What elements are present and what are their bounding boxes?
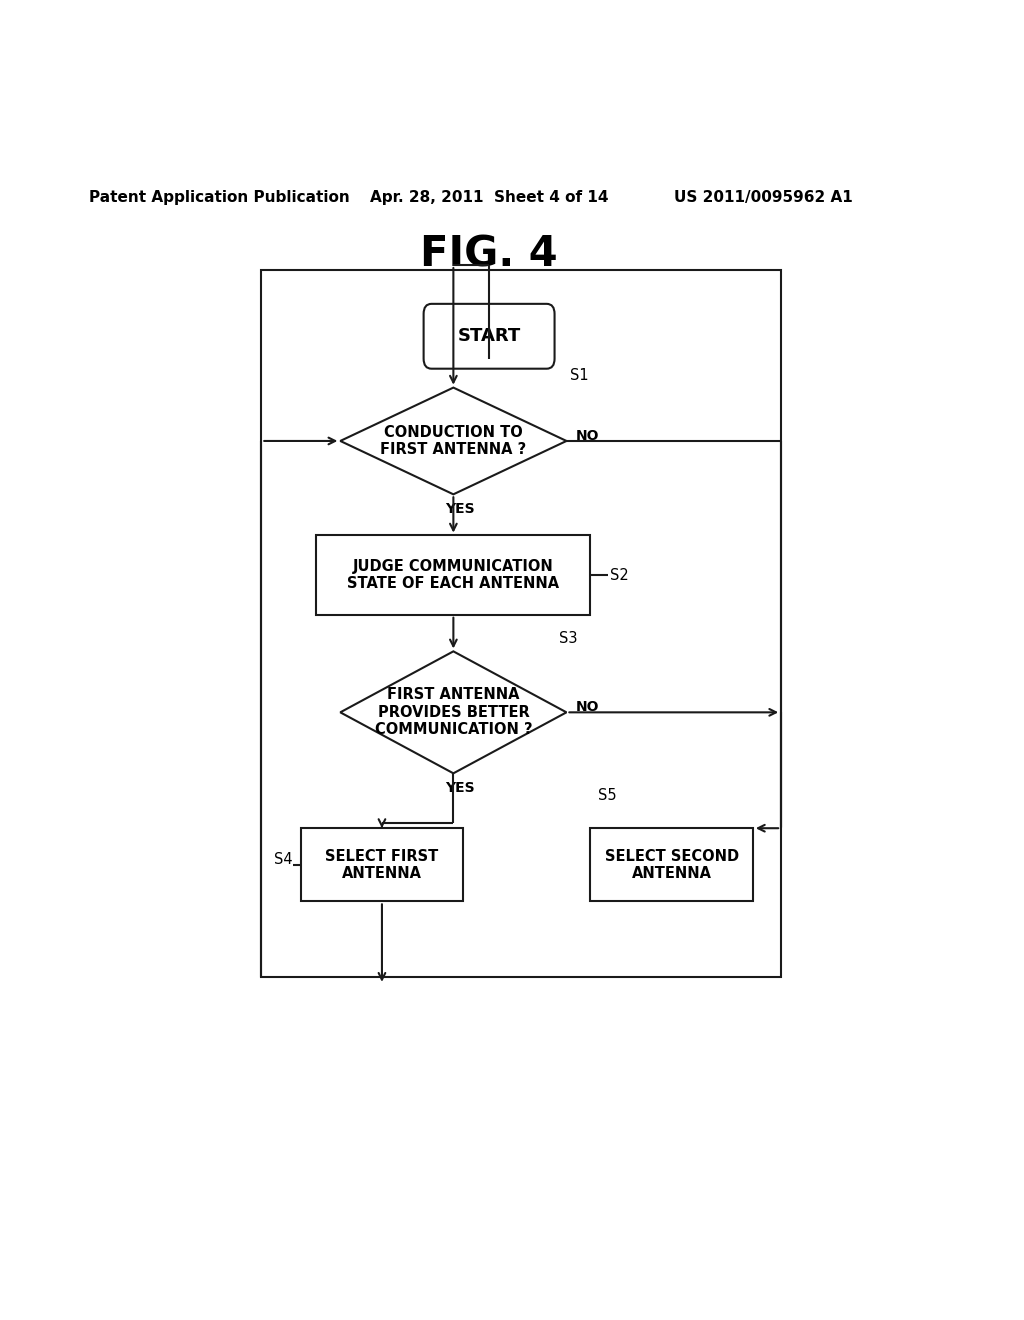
Bar <box>590 828 753 902</box>
Text: Patent Application Publication: Patent Application Publication <box>89 190 349 205</box>
Text: SELECT FIRST
ANTENNA: SELECT FIRST ANTENNA <box>326 849 438 880</box>
Text: S5: S5 <box>598 788 616 803</box>
Polygon shape <box>340 651 566 774</box>
Text: NO: NO <box>575 700 599 714</box>
Text: START: START <box>458 327 521 346</box>
Text: SELECT SECOND
ANTENNA: SELECT SECOND ANTENNA <box>604 849 738 880</box>
Text: Apr. 28, 2011  Sheet 4 of 14: Apr. 28, 2011 Sheet 4 of 14 <box>370 190 608 205</box>
Text: US 2011/0095962 A1: US 2011/0095962 A1 <box>674 190 852 205</box>
Text: YES: YES <box>444 781 474 796</box>
Text: FIG. 4: FIG. 4 <box>420 234 558 276</box>
Text: YES: YES <box>444 503 474 516</box>
Text: S3: S3 <box>558 631 578 647</box>
Bar <box>316 536 590 615</box>
Text: S2: S2 <box>610 568 629 582</box>
Bar <box>261 271 781 977</box>
FancyBboxPatch shape <box>424 304 555 368</box>
Text: S4: S4 <box>274 853 293 867</box>
Text: JUDGE COMMUNICATION
STATE OF EACH ANTENNA: JUDGE COMMUNICATION STATE OF EACH ANTENN… <box>347 558 559 591</box>
Text: CONDUCTION TO
FIRST ANTENNA ?: CONDUCTION TO FIRST ANTENNA ? <box>380 425 526 457</box>
Text: NO: NO <box>575 429 599 444</box>
Text: FIRST ANTENNA
PROVIDES BETTER
COMMUNICATION ?: FIRST ANTENNA PROVIDES BETTER COMMUNICAT… <box>375 688 532 738</box>
Polygon shape <box>340 388 566 494</box>
Bar <box>301 828 463 902</box>
Text: S1: S1 <box>570 367 589 383</box>
